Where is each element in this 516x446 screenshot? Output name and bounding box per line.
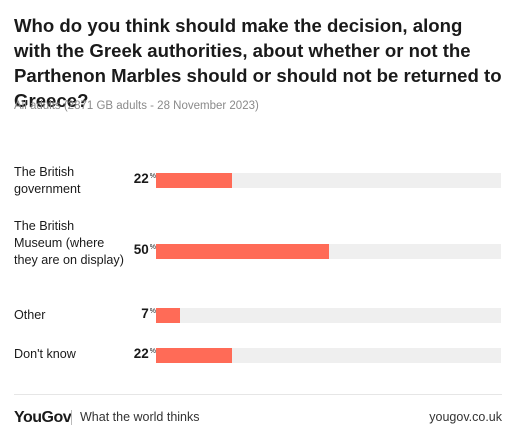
logo-separator [71, 410, 72, 425]
bar [156, 173, 232, 188]
data-label: 7% [110, 306, 156, 321]
chart-title: Who do you think should make the decisio… [14, 15, 502, 111]
footer-tagline: What the world thinks [80, 410, 200, 424]
category-label: The British government [14, 165, 81, 196]
bar-track [156, 348, 501, 363]
data-label-value: 22 [133, 346, 149, 361]
data-label: 22% [110, 346, 156, 361]
data-label-unit: % [149, 308, 156, 315]
footer-site-link[interactable]: yougov.co.uk [429, 410, 502, 424]
bar [156, 244, 329, 259]
data-label-unit: % [149, 348, 156, 355]
bar [156, 348, 232, 363]
bar-track [156, 308, 501, 323]
data-label-value: 7 [141, 306, 149, 321]
bar-track [156, 173, 501, 188]
footer-divider [14, 394, 502, 395]
data-label-value: 22 [133, 171, 149, 186]
category-label: Don't know [14, 347, 76, 361]
data-label-unit: % [149, 244, 156, 251]
category-label: The British Museum (where they are on di… [14, 219, 124, 267]
yougov-logo[interactable]: YouGov [14, 409, 72, 426]
bar [156, 308, 180, 323]
data-label-value: 50 [133, 242, 149, 257]
data-label-unit: % [149, 173, 156, 180]
data-label: 22% [110, 171, 156, 186]
category-label: Other [14, 308, 46, 322]
chart-subtitle: All adults (2871 GB adults - 28 November… [14, 100, 259, 112]
data-label: 50% [110, 242, 156, 257]
bar-track [156, 244, 501, 259]
